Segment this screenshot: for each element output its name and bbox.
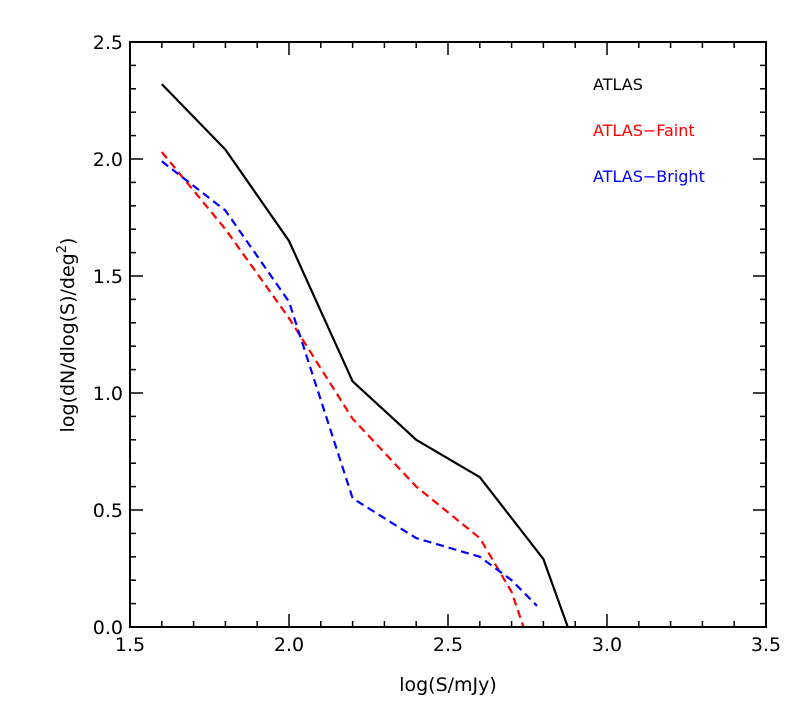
x-tick-label: 3.0 [592, 634, 622, 656]
x-tick-label: 2.0 [274, 634, 304, 656]
legend-entry: ATLAS−Bright [593, 167, 705, 186]
series-line-atlas [161, 83, 569, 627]
y-axis-label-tail: ) [57, 238, 79, 245]
series-line-atlas-bright [161, 160, 538, 607]
y-tick-label: 0.5 [93, 500, 123, 522]
y-axis-label-main: log(dN/dlog(S)/deg [57, 253, 79, 432]
y-tick-label: 0.0 [93, 617, 123, 639]
y-tick-label: 1.0 [93, 383, 123, 405]
label-layer: 1.5 2.0 2.5 3.0 3.5 0.0 0.5 1.0 1.5 2.0 2.5 [93, 32, 781, 656]
x-axis-label: log(S/mJy) [399, 674, 497, 696]
legend-entry: ATLAS [593, 75, 643, 94]
legend: ATLAS ATLAS−Faint ATLAS−Bright [593, 75, 705, 186]
y-axis-label: log(dN/dlog(S)/deg2) [55, 238, 79, 433]
x-tick-label: 1.5 [115, 634, 145, 656]
series-line-atlas-faint [160, 151, 525, 627]
y-tick-label: 2.0 [93, 149, 123, 171]
y-tick-label: 1.5 [93, 266, 123, 288]
y-axis-label-superscript: 2 [55, 245, 70, 253]
legend-entry: ATLAS−Faint [593, 121, 695, 140]
tick-layer [129, 41, 767, 628]
y-tick-label: 2.5 [93, 32, 123, 54]
x-tick-label: 2.5 [433, 634, 463, 656]
series-layer [160, 83, 569, 627]
x-tick-label: 3.5 [751, 634, 781, 656]
